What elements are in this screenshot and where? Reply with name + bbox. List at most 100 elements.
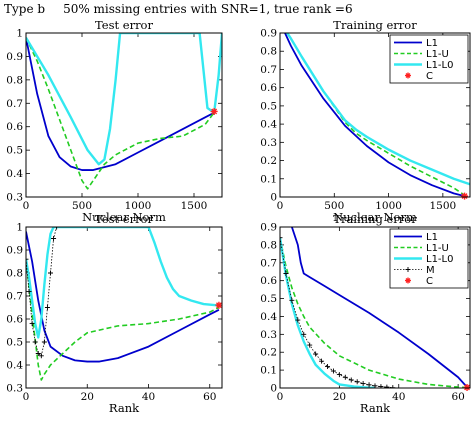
y-tick-label: 0.8 bbox=[6, 74, 23, 86]
y-tick-label: 0 bbox=[270, 383, 277, 395]
y-tick-label: 1 bbox=[16, 28, 23, 40]
x-tick-label: 60 bbox=[451, 391, 464, 403]
data-point bbox=[325, 364, 330, 370]
legend-label: C bbox=[426, 71, 433, 82]
x-tick-label: 1500 bbox=[181, 200, 208, 212]
legend-symbol-c bbox=[405, 277, 411, 284]
chart-title: Training error bbox=[333, 18, 417, 32]
y-tick-label: 0.5 bbox=[6, 337, 23, 349]
y-tick-label: 0.5 bbox=[260, 293, 277, 305]
axes-frame bbox=[279, 226, 471, 389]
x-tick-label: 20 bbox=[81, 391, 94, 403]
series-line-l1-l0 bbox=[285, 33, 470, 186]
plot-area bbox=[284, 33, 470, 197]
series-m-markers bbox=[280, 235, 396, 388]
marker-c bbox=[210, 107, 218, 115]
x-tick-label: 60 bbox=[203, 391, 216, 403]
data-point bbox=[35, 351, 41, 356]
chart-title: Test error bbox=[95, 212, 153, 226]
x-axis-label: Rank bbox=[360, 401, 391, 415]
axes-frame bbox=[25, 226, 223, 389]
x-axis-label: Rank bbox=[109, 401, 140, 415]
y-tick-label: 0 bbox=[270, 192, 277, 204]
legend-label: L1 bbox=[426, 232, 438, 243]
y-tick-label: 0.4 bbox=[6, 360, 23, 372]
figure-caption: Type b 50% missing entries with SNR=1, tr… bbox=[4, 2, 353, 16]
plot-area bbox=[26, 227, 220, 381]
data-point bbox=[26, 256, 29, 262]
legend-label: L1 bbox=[426, 38, 438, 49]
y-tick-label: 0.3 bbox=[260, 137, 277, 149]
legend-label: C bbox=[426, 276, 433, 287]
series-line-l1-l0 bbox=[26, 227, 219, 339]
y-tick-label: 0.5 bbox=[260, 100, 277, 112]
x-tick-label: 500 bbox=[324, 200, 344, 212]
y-tick-label: 0.7 bbox=[260, 257, 277, 269]
chart-title: Training error bbox=[333, 212, 417, 226]
x-tick-label: 1000 bbox=[375, 200, 402, 212]
plot-area bbox=[26, 33, 222, 190]
y-tick-label: 0.3 bbox=[6, 383, 23, 395]
x-tick-label: 1500 bbox=[429, 200, 456, 212]
data-point bbox=[360, 381, 366, 387]
y-tick-label: 0.2 bbox=[260, 155, 277, 167]
series-line-l1-l0 bbox=[26, 33, 222, 166]
data-point bbox=[313, 351, 319, 357]
series-line-l1 bbox=[291, 227, 468, 388]
y-tick-label: 0.8 bbox=[260, 239, 277, 251]
chart-panel-p4: Training error Rank 0 20 40 60 0 0.1 0.2 0.3 0.4 0.… bbox=[260, 212, 471, 415]
series-line-m bbox=[26, 227, 58, 357]
axes-frame bbox=[279, 32, 471, 198]
x-tick-label: 0 bbox=[23, 200, 30, 212]
y-tick-label: 0.6 bbox=[260, 275, 277, 287]
x-axis-label: Nuclear Norm bbox=[82, 210, 166, 224]
x-tick-label: 40 bbox=[142, 391, 155, 403]
legend-symbol-c bbox=[405, 72, 411, 79]
y-tick-label: 0.9 bbox=[260, 222, 277, 234]
axes-frame bbox=[25, 32, 223, 198]
marker-c bbox=[215, 301, 223, 309]
marker-c bbox=[463, 383, 471, 391]
y-tick-label: 0.4 bbox=[260, 119, 277, 131]
x-tick-label: 0 bbox=[277, 200, 284, 212]
x-axis-label: Nuclear Norm bbox=[333, 210, 417, 224]
legend-label: L1-U bbox=[426, 49, 449, 60]
legend-label: M bbox=[426, 265, 435, 276]
x-tick-label: 0 bbox=[23, 391, 30, 403]
data-point bbox=[54, 227, 60, 230]
series-line-l1-u bbox=[286, 33, 466, 196]
y-tick-label: 0.5 bbox=[6, 145, 23, 157]
y-tick-label: 0.1 bbox=[260, 173, 277, 185]
data-point bbox=[354, 379, 360, 385]
data-point bbox=[342, 374, 348, 380]
series-line-l1-l0 bbox=[280, 237, 376, 388]
y-tick-label: 0.6 bbox=[260, 82, 277, 94]
x-tick-label: 20 bbox=[333, 391, 346, 403]
series-line-l1-u bbox=[26, 37, 215, 190]
x-tick-label: 0 bbox=[277, 391, 284, 403]
x-tick-label: 500 bbox=[72, 200, 92, 212]
series-line-l1 bbox=[26, 37, 215, 171]
y-tick-label: 0.4 bbox=[6, 168, 23, 180]
series-m-markers bbox=[26, 227, 60, 359]
y-tick-label: 0.8 bbox=[6, 268, 23, 280]
series-line-m bbox=[280, 237, 393, 388]
data-point bbox=[280, 235, 283, 241]
legend-label: L1-L0 bbox=[426, 254, 453, 265]
legend-label: L1-L0 bbox=[426, 60, 453, 71]
y-tick-label: 0.6 bbox=[6, 121, 23, 133]
y-tick-label: 1 bbox=[16, 222, 23, 234]
series-line-l1-u bbox=[26, 259, 220, 381]
y-tick-label: 0.2 bbox=[260, 347, 277, 359]
marker-c bbox=[461, 192, 469, 200]
legend-label: L1-U bbox=[426, 243, 449, 254]
y-tick-label: 0.9 bbox=[260, 28, 277, 40]
y-tick-label: 0.3 bbox=[260, 329, 277, 341]
y-tick-label: 0.7 bbox=[260, 64, 277, 76]
series-line-l1 bbox=[284, 33, 465, 197]
